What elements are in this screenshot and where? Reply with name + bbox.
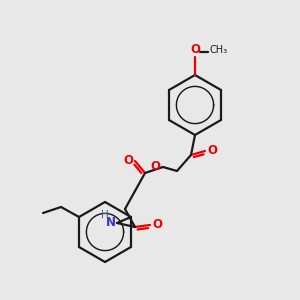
Text: O: O — [190, 43, 200, 56]
Text: CH₃: CH₃ — [209, 45, 227, 55]
Text: O: O — [207, 145, 217, 158]
Text: N: N — [106, 215, 116, 229]
Text: O: O — [152, 218, 162, 232]
Text: O: O — [123, 154, 133, 166]
Text: H: H — [101, 210, 109, 220]
Text: O: O — [150, 160, 160, 172]
